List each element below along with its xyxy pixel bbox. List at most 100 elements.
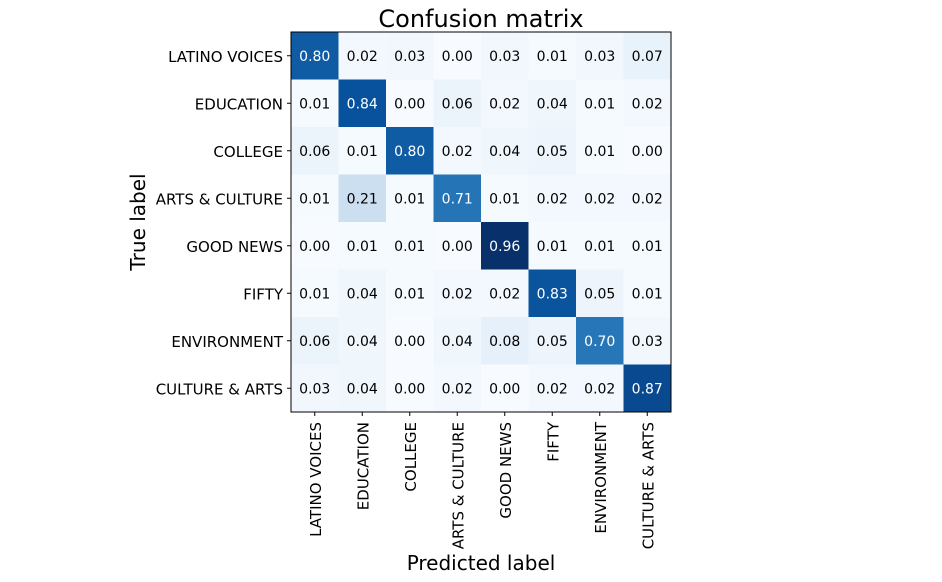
x-tick-label: EDUCATION	[354, 422, 372, 510]
cell-value-label: 0.04	[347, 381, 378, 397]
cell-value-label: 0.00	[394, 334, 425, 350]
heatmap-cell	[576, 127, 624, 175]
heatmap-cell	[433, 127, 482, 175]
cell-value-label: 0.05	[537, 334, 568, 350]
heatmap-cell	[386, 222, 434, 270]
y-tick-label: ARTS & CULTURE	[156, 190, 283, 208]
heatmap-cell	[576, 174, 624, 223]
heatmap-cell	[623, 174, 672, 223]
heatmap-cell	[386, 32, 434, 80]
y-tick-label: COLLEGE	[213, 143, 283, 161]
heatmap-cell	[528, 174, 577, 223]
heatmap-cell	[386, 317, 434, 365]
heatmap-cell	[576, 269, 624, 318]
heatmap-cell	[528, 127, 577, 175]
cell-value-label: 0.87	[632, 381, 663, 397]
cell-value-label: 0.21	[347, 191, 378, 207]
y-axis-label: True label	[126, 173, 150, 271]
cell-value-label: 0.03	[584, 49, 615, 65]
cell-value-label: 0.02	[584, 381, 615, 397]
cell-value-label: 0.01	[394, 239, 425, 255]
heatmap-cell	[386, 364, 434, 413]
heatmap-cell	[481, 79, 529, 128]
cell-value-label: 0.05	[537, 144, 568, 160]
cell-value-label: 0.00	[394, 381, 425, 397]
cell-value-label: 0.83	[537, 286, 568, 302]
heatmap-cell	[291, 317, 339, 365]
heatmap-cell	[528, 364, 577, 413]
plot-frame	[290, 31, 672, 413]
cell-value-label: 0.01	[394, 191, 425, 207]
cell-value-label: 0.04	[489, 144, 520, 160]
cell-value-label: 0.71	[442, 191, 473, 207]
chart-title: Confusion matrix	[378, 5, 583, 33]
x-tick-label: LATINO VOICES	[307, 422, 325, 537]
heatmap-cell	[291, 32, 339, 80]
heatmap-cell	[481, 32, 529, 80]
cell-value-label: 0.01	[347, 239, 378, 255]
cell-value-label: 0.00	[299, 239, 330, 255]
y-tick-label: LATINO VOICES	[168, 48, 283, 66]
y-tick-label: CULTURE & ARTS	[156, 380, 283, 398]
heatmap-cell	[433, 269, 482, 318]
cell-value-label: 0.07	[632, 49, 663, 65]
y-tick-label: GOOD NEWS	[186, 238, 283, 256]
heatmap-cell	[481, 127, 529, 175]
heatmap-cell	[528, 317, 577, 365]
cell-value-label: 0.01	[299, 191, 330, 207]
cell-value-label: 0.06	[299, 144, 330, 160]
heatmap-cell	[433, 79, 482, 128]
cell-value-label: 0.01	[537, 239, 568, 255]
cell-value-label: 0.80	[394, 144, 425, 160]
cell-value-label: 0.01	[489, 191, 520, 207]
cell-value-label: 0.04	[537, 96, 568, 112]
cell-value-label: 0.03	[489, 49, 520, 65]
cell-value-label: 0.04	[347, 334, 378, 350]
heatmap-cell	[338, 269, 387, 318]
cell-value-label: 0.00	[442, 239, 473, 255]
cell-value-label: 0.05	[584, 286, 615, 302]
heatmap-cell	[291, 174, 339, 223]
y-axis-ticks: LATINO VOICES EDUCATION COLLEGE ARTS & CULT…	[156, 48, 291, 398]
cell-value-label: 0.02	[632, 96, 663, 112]
y-tick-label: ENVIRONMENT	[171, 333, 283, 351]
heatmap-cell	[338, 317, 387, 365]
heatmap-cell	[338, 79, 387, 128]
cell-value-label: 0.02	[489, 286, 520, 302]
heatmap-cell	[528, 32, 577, 80]
cell-value-label: 0.02	[584, 191, 615, 207]
x-tick-label: ARTS & CULTURE	[449, 422, 467, 549]
cell-value-label: 0.03	[299, 381, 330, 397]
heatmap-cell	[291, 79, 339, 128]
x-tick-label: FIFTY	[544, 421, 562, 462]
cell-value-label: 0.02	[347, 49, 378, 65]
cell-value-label: 0.06	[442, 96, 473, 112]
y-tick-label: EDUCATION	[195, 95, 283, 113]
cell-value-label: 0.01	[394, 286, 425, 302]
x-axis-label: Predicted label	[407, 551, 556, 575]
heatmap-cell	[576, 364, 624, 413]
x-axis-ticks: LATINO VOICES EDUCATION COLLEGE ARTS & CULT…	[307, 412, 657, 549]
heatmap-cell	[481, 317, 529, 365]
heatmap-cell	[291, 127, 339, 175]
heatmap-cell	[623, 79, 672, 128]
heatmap-cell	[623, 317, 672, 365]
heatmap-cell	[433, 317, 482, 365]
cell-value-label: 0.01	[347, 144, 378, 160]
heatmap-cell	[623, 32, 672, 80]
cell-value-label: 0.02	[537, 191, 568, 207]
heatmap-cell	[623, 269, 672, 318]
cell-value-label: 0.02	[632, 191, 663, 207]
cell-value-label: 0.01	[299, 286, 330, 302]
cell-value-label: 0.84	[347, 96, 378, 112]
heatmap-cell	[528, 79, 577, 128]
heatmap-cell	[576, 79, 624, 128]
heatmap-cell	[338, 127, 387, 175]
heatmap-cell	[481, 222, 529, 270]
cell-value-label: 0.96	[489, 239, 520, 255]
cell-value-label: 0.01	[299, 96, 330, 112]
heatmap-cell	[433, 222, 482, 270]
cell-value-label: 0.02	[442, 381, 473, 397]
cell-value-label: 0.01	[584, 96, 615, 112]
